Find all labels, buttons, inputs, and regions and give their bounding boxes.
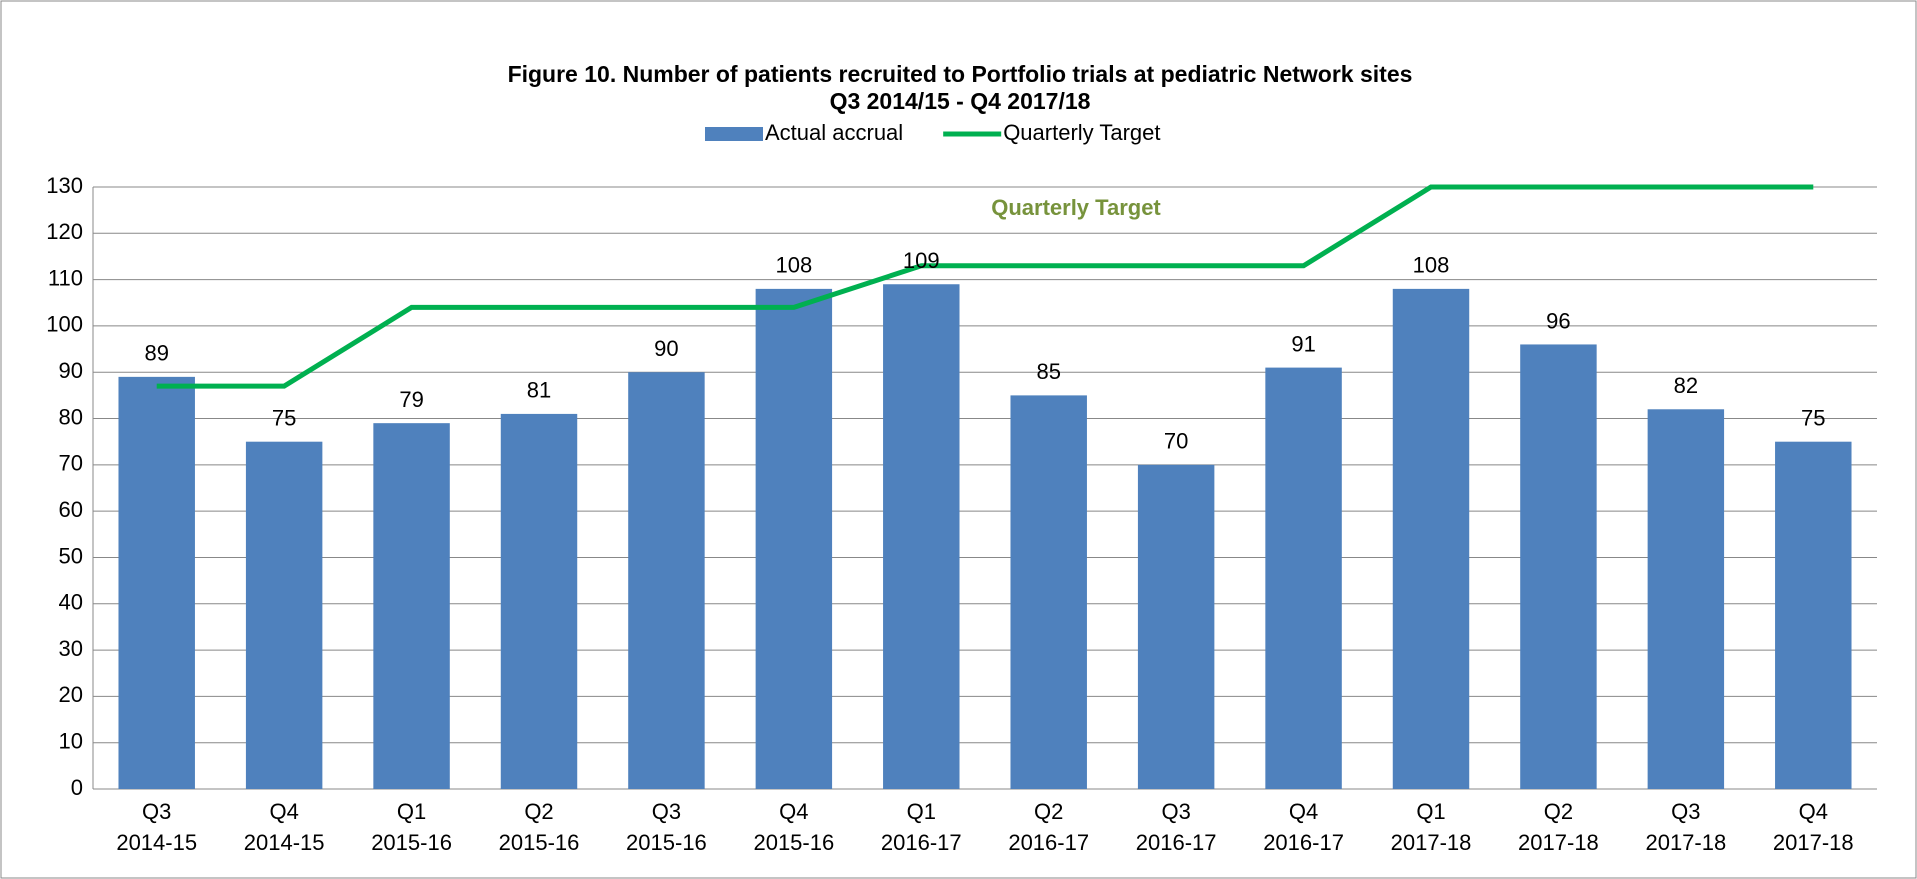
bar	[1392, 288, 1470, 789]
bar	[1137, 464, 1215, 789]
legend-label: Quarterly Target	[1003, 120, 1160, 145]
x-tick-label: 2015-16	[499, 830, 580, 855]
y-tick-label: 10	[59, 729, 83, 754]
y-tick-label: 70	[59, 451, 83, 476]
bar	[1520, 344, 1597, 789]
x-tick-label: Q4	[1799, 799, 1828, 824]
y-tick-label: 0	[71, 775, 83, 800]
x-tick-label: Q4	[779, 799, 808, 824]
y-tick-label: 20	[59, 682, 83, 707]
bar	[1647, 409, 1725, 789]
x-tick-label: 2015-16	[753, 830, 834, 855]
y-tick-label: 40	[59, 590, 83, 615]
data-label: 108	[775, 253, 812, 278]
x-tick-label: Q4	[269, 799, 298, 824]
bar	[1265, 367, 1342, 789]
x-tick-label: Q1	[1416, 799, 1445, 824]
x-tick-label: Q3	[1161, 799, 1190, 824]
data-label: 89	[144, 341, 168, 366]
data-label: 75	[272, 406, 296, 431]
data-label: 81	[527, 378, 551, 403]
data-label: 108	[1413, 253, 1450, 278]
x-tick-label: Q4	[1289, 799, 1318, 824]
x-tick-label: Q3	[652, 799, 681, 824]
data-label: 79	[399, 387, 423, 412]
legend-label: Actual accrual	[765, 120, 903, 145]
data-label: 85	[1036, 359, 1060, 384]
target-line	[156, 184, 1814, 389]
x-tick-label: 2017-18	[1645, 830, 1726, 855]
x-tick-label: 2014-15	[244, 830, 325, 855]
annotation: Quarterly Target	[991, 195, 1161, 220]
x-tick-label: 2016-17	[1136, 830, 1217, 855]
bar	[1775, 441, 1852, 789]
bar	[1010, 395, 1087, 789]
x-tick-label: Q2	[1544, 799, 1573, 824]
x-tick-label: 2016-17	[1008, 830, 1089, 855]
y-tick-label: 60	[59, 497, 83, 522]
bar	[118, 376, 195, 789]
x-tick-label: Q1	[907, 799, 936, 824]
x-tick-label: Q2	[524, 799, 553, 824]
chart-subtitle: Q3 2014/15 - Q4 2017/18	[830, 88, 1091, 114]
x-tick-label: 2016-17	[1263, 830, 1344, 855]
legend-swatch	[705, 127, 763, 141]
x-tick-label: 2017-18	[1773, 830, 1854, 855]
bar	[755, 288, 833, 789]
bar	[628, 372, 705, 789]
bar	[500, 413, 578, 789]
data-label: 109	[903, 248, 940, 273]
y-tick-label: 80	[59, 404, 83, 429]
x-tick-label: 2015-16	[626, 830, 707, 855]
data-label: 70	[1164, 429, 1188, 454]
x-tick-label: 2014-15	[116, 830, 197, 855]
x-tick-label: 2016-17	[881, 830, 962, 855]
x-tick-label: 2017-18	[1391, 830, 1472, 855]
y-tick-label: 130	[46, 173, 83, 198]
x-tick-label: 2017-18	[1518, 830, 1599, 855]
x-tick-label: 2015-16	[371, 830, 452, 855]
x-tick-label: Q3	[142, 799, 171, 824]
data-label: 82	[1674, 373, 1698, 398]
data-label: 75	[1801, 406, 1825, 431]
x-tick-label: Q1	[397, 799, 426, 824]
data-label: 91	[1291, 331, 1315, 356]
y-tick-label: 120	[46, 219, 83, 244]
data-label: 90	[654, 336, 678, 361]
y-tick-label: 110	[48, 265, 83, 290]
bar	[245, 441, 323, 789]
chart-title: Figure 10. Number of patients recruited …	[508, 61, 1413, 87]
y-tick-label: 100	[46, 312, 83, 337]
data-label: 96	[1546, 308, 1570, 333]
x-tick-label: Q2	[1034, 799, 1063, 824]
y-tick-label: 30	[59, 636, 83, 661]
x-tick-label: Q3	[1671, 799, 1700, 824]
y-tick-label: 90	[59, 358, 83, 383]
y-tick-label: 50	[59, 543, 83, 568]
bar	[373, 423, 450, 789]
bar	[883, 284, 960, 789]
